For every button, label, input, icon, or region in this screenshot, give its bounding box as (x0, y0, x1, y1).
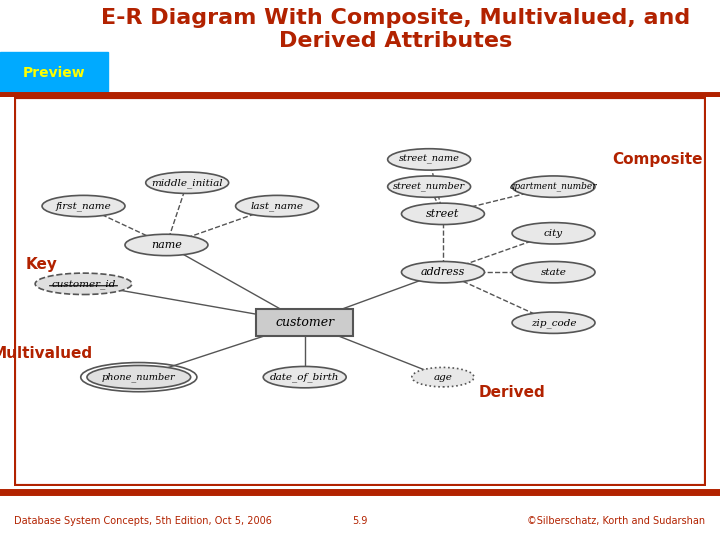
Text: middle_initial: middle_initial (151, 178, 223, 187)
Text: Preview: Preview (23, 66, 85, 80)
Ellipse shape (235, 195, 318, 217)
Text: Database System Concepts, 5th Edition, Oct 5, 2006: Database System Concepts, 5th Edition, O… (14, 516, 272, 526)
Ellipse shape (512, 222, 595, 244)
Text: address: address (420, 267, 465, 277)
Ellipse shape (264, 367, 346, 388)
Text: first_name: first_name (55, 201, 112, 211)
Text: 5.9: 5.9 (352, 516, 368, 526)
Ellipse shape (512, 261, 595, 283)
Ellipse shape (145, 172, 229, 193)
Text: phone_number: phone_number (102, 372, 176, 382)
Text: customer: customer (275, 316, 334, 329)
Text: Composite: Composite (612, 152, 703, 167)
Ellipse shape (402, 203, 485, 225)
Text: Derived: Derived (479, 385, 546, 400)
Ellipse shape (512, 312, 595, 333)
Text: Multivalued: Multivalued (0, 346, 93, 361)
Ellipse shape (125, 234, 208, 255)
Ellipse shape (387, 148, 471, 170)
Text: name: name (151, 240, 182, 250)
Ellipse shape (512, 176, 595, 197)
Text: apartment_number: apartment_number (510, 182, 598, 192)
Text: ©Silberschatz, Korth and Sudarshan: ©Silberschatz, Korth and Sudarshan (528, 516, 706, 526)
Text: zip_code: zip_code (531, 318, 576, 328)
Text: last_name: last_name (251, 201, 304, 211)
FancyBboxPatch shape (0, 52, 108, 93)
Text: age: age (433, 373, 452, 382)
Text: state: state (541, 268, 567, 276)
Text: street_number: street_number (393, 182, 465, 192)
Text: customer_id: customer_id (51, 279, 116, 289)
Ellipse shape (35, 273, 132, 294)
Text: E-R Diagram With Composite, Multivalued, and
Derived Attributes: E-R Diagram With Composite, Multivalued,… (102, 8, 690, 51)
Text: street_name: street_name (399, 155, 459, 164)
Text: Key: Key (26, 257, 58, 272)
Text: street: street (426, 209, 459, 219)
Text: city: city (544, 229, 563, 238)
Ellipse shape (387, 176, 471, 197)
Text: date_of_birth: date_of_birth (270, 372, 339, 382)
FancyBboxPatch shape (256, 309, 353, 336)
Ellipse shape (42, 195, 125, 217)
Ellipse shape (402, 261, 485, 283)
Ellipse shape (87, 366, 191, 389)
Ellipse shape (412, 367, 474, 387)
